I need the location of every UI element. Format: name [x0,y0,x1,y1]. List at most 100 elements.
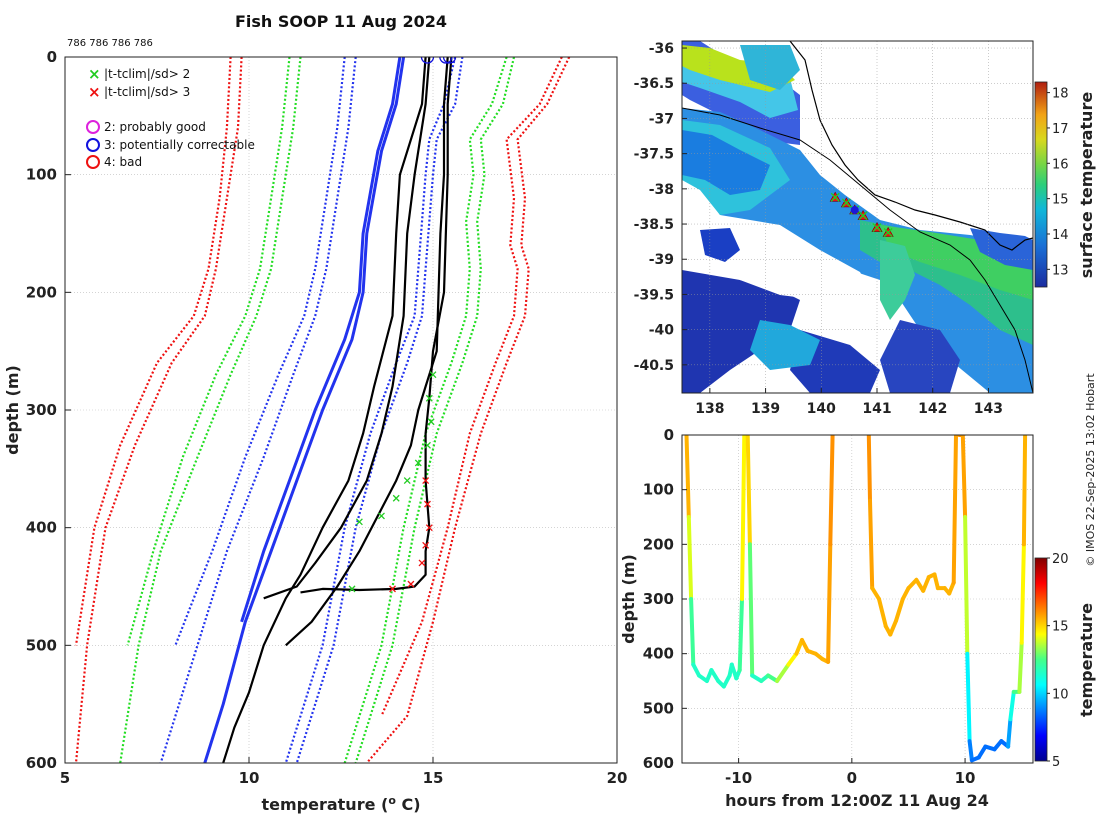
climatology-line-blue [174,57,346,646]
dt-y-tick-label: 0 [664,426,674,444]
depth-time-segment [1019,542,1026,645]
map-y-tick-label: -37 [649,111,674,127]
depth-time-segment [866,435,872,503]
map-y-tick-label: -40 [649,323,675,339]
map-x-tick-label: 143 [974,401,1003,417]
qc-cross-green [425,394,433,402]
depth-time-segment [709,668,721,683]
depth-time-segment [960,435,968,519]
map-y-tick-label: -36.5 [634,76,674,92]
track-cross [872,223,882,233]
profile-line-black [263,57,431,600]
depth-time-segment [967,739,974,763]
depth-time-segment [1017,640,1024,694]
qc-cross-green [414,459,422,467]
flag-circle [439,57,453,64]
colorbar-tick-label: 16 [1052,157,1069,172]
depth-time-segment [877,597,888,629]
depth-time-segment [951,435,958,585]
climatology-line-green [354,57,516,763]
legend-item: |t-tclim|/sd> 2 [104,67,190,81]
x-tick-label: 10 [239,769,260,787]
profile-line-black [222,57,427,763]
depth-time-segment [921,575,931,593]
dt-y-tick-label: 400 [643,645,674,663]
colorbar-tick-label: 17 [1052,122,1069,137]
depth-time-colorbar-label: temperature [1077,603,1096,717]
climatology-line-blue [159,57,357,763]
depth-time-segment [900,586,911,601]
climatology-line-red [74,57,243,763]
depth-time-axes-frame [681,434,1034,764]
depth-time-colorbar [1034,557,1048,762]
qc-markers [348,57,457,593]
dt-colorbar-tick-label: 15 [1052,620,1069,635]
x-tick-label: 15 [423,769,444,787]
climatology-line-red [74,57,232,646]
map-ticks: 138 139 140 141 142 143 -36 -36.5 -37 -37.5 -38 -38… [634,41,1003,417]
depth-time-segment [932,572,940,591]
map-x-tick-label: 140 [807,401,836,417]
qc-cross-green [427,418,435,426]
depth-time-segment [1008,689,1016,722]
y-tick-label: 600 [26,754,57,772]
station-ids: 786 786 786 786 [67,38,153,49]
qc-cross-green [378,512,385,520]
climatology-line-green [343,57,508,763]
depth-time-xlabel: hours from 12:00Z 11 Aug 24 [725,791,989,810]
climatology-line-blue [284,57,457,763]
legend-marker-circle-red [86,155,100,169]
track-cross [858,211,868,221]
qc-cross-green [392,494,400,502]
qc-cross-green [424,441,431,449]
qc-cross-green [348,585,356,593]
qc-cross-green [355,518,363,526]
dt-x-tick-label: -10 [725,769,752,787]
colorbar-tick-label: 15 [1052,193,1069,208]
y-tick-label: 0 [47,48,57,66]
qc-cross-red [424,500,431,508]
flag-circle [420,57,435,64]
depth-time-gridlines [682,434,1033,764]
credit-text: © IMOS 22-Sep-2025 13:02 Hobart [1084,373,1097,567]
colorbar-tick-label: 13 [1052,263,1069,278]
map-y-tick-label: -38.5 [634,217,674,233]
y-tick-label: 100 [26,166,57,184]
legend-item: |t-tclim|/sd> 3 [104,85,190,99]
depth-time-segment [684,435,691,519]
map-colorbar [1034,81,1048,288]
qc-cross-green [403,477,411,485]
map-y-tick-label: -38 [649,182,674,198]
depth-time-segment [894,597,905,623]
dt-y-tick-label: 100 [643,481,674,499]
coastline [789,41,1033,251]
y-tick-label: 400 [26,519,57,537]
track-cross [841,198,851,208]
depth-time-segment [1021,435,1028,547]
qc-cross-red [422,541,430,549]
legend-item: 3: potentially correctable [104,138,255,152]
climatology-line-blue [295,57,464,763]
x-tick-label: 20 [607,769,628,787]
map-x-tick-label: 139 [751,401,780,417]
dt-y-tick-label: 200 [643,535,674,553]
dt-y-tick-label: 500 [643,699,674,717]
depth-time-segment [868,498,875,591]
profile-line-black [285,57,449,647]
depth-time-segment [965,651,972,744]
profile-xlabel: temperature (o C) [261,794,420,814]
qc-cross-red [422,477,430,485]
dt-y-tick-label: 300 [643,590,674,608]
depth-time-segment [870,586,881,601]
dt-colorbar-tick-label: 20 [1052,552,1069,567]
dt-x-tick-label: 0 [847,769,857,787]
dt-colorbar-tick-label: 10 [1052,687,1069,702]
dt-y-tick-label: 600 [643,754,674,772]
profile-line-blue [203,57,406,763]
profile-ylabel: depth (m) [3,365,22,455]
qc-cross-red [407,580,415,588]
depth-time-segment [800,638,810,653]
